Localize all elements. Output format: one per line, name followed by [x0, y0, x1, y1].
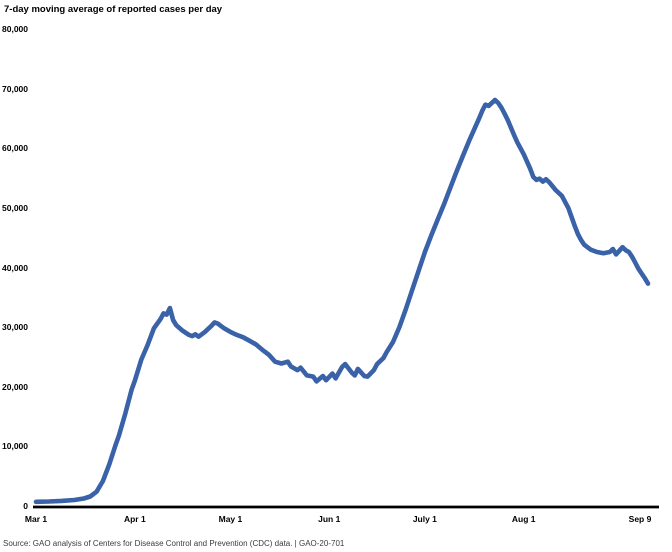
y-tick-label: 60,000 — [2, 143, 28, 154]
y-tick-label: 70,000 — [2, 83, 28, 94]
x-tick-label: Sep 9 — [628, 514, 652, 524]
x-tick-label: Apr 1 — [123, 514, 146, 524]
y-tick-label: 80,000 — [2, 24, 28, 34]
y-tick-label: 20,000 — [2, 381, 28, 392]
x-tick-label: Jun 1 — [318, 514, 341, 524]
source-note: Source: GAO analysis of Centers for Dise… — [3, 539, 345, 548]
y-tick-label: 30,000 — [2, 322, 28, 333]
y-tick-label: 10,000 — [2, 441, 28, 452]
x-tick-label: July 1 — [412, 514, 437, 524]
y-tick-label: 40,000 — [2, 262, 28, 273]
x-tick-label: Aug 1 — [511, 514, 536, 524]
y-tick-label: 0 — [23, 501, 28, 511]
data-series-line — [33, 97, 651, 505]
x-tick-label: Mar 1 — [24, 514, 48, 524]
y-tick-label: 50,000 — [2, 202, 28, 213]
chart-title: 7-day moving average of reported cases p… — [4, 4, 223, 15]
x-tick-label: May 1 — [218, 514, 243, 524]
